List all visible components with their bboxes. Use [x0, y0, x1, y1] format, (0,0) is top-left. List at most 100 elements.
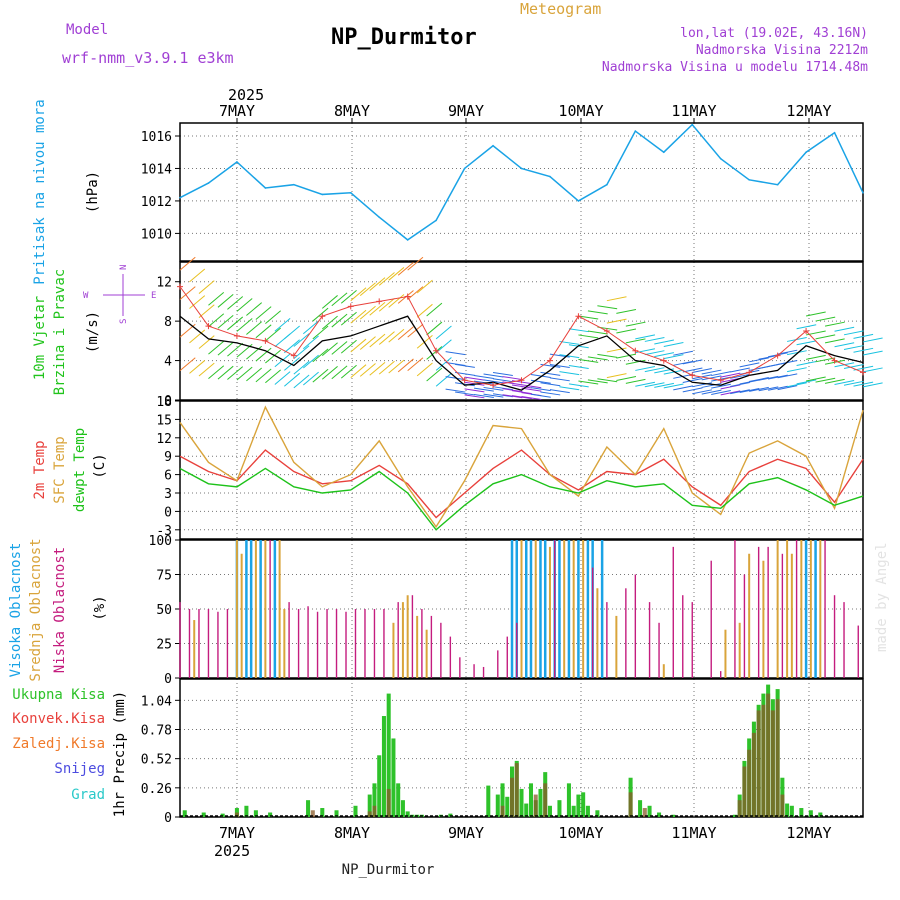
- wind-arrow: [473, 375, 494, 380]
- y-tick-label: 1014: [141, 162, 172, 177]
- wind-arrow: [815, 377, 836, 383]
- wind-arrow: [369, 301, 386, 316]
- y-tick-label: 1012: [141, 195, 172, 210]
- wind-arrow: [511, 395, 532, 400]
- gust-marker: [376, 298, 383, 305]
- gust-marker: [603, 328, 610, 334]
- day-label-top: 11MAY: [671, 102, 716, 120]
- gust-marker: [860, 369, 866, 376]
- wind-arrow: [568, 383, 589, 388]
- wind-arrow: [625, 359, 646, 365]
- total-precip-bar: [671, 814, 676, 817]
- pressure-point: [520, 167, 523, 170]
- wind-arrow: [635, 365, 656, 371]
- wind-arrow: [540, 382, 561, 387]
- wind-arrow: [758, 386, 779, 392]
- wind-arrow: [189, 268, 206, 283]
- wind-arrow: [616, 328, 637, 334]
- wind-arrow: [673, 350, 693, 356]
- precip-caption-4: Snijeg: [54, 761, 105, 777]
- wind-arrow: [445, 351, 466, 356]
- panel-pressure: [175, 122, 864, 262]
- day-label-bottom: 11MAY: [671, 824, 716, 842]
- wind-arrow: [416, 303, 433, 318]
- wind-arrow: [805, 354, 826, 360]
- total-precip-bar: [638, 800, 643, 817]
- wind-arrow: [663, 354, 684, 360]
- wind-arrow: [843, 345, 864, 351]
- pressure-point: [719, 157, 722, 160]
- pressure-point: [577, 200, 580, 202]
- wind-arrow: [312, 325, 329, 340]
- wind-arrow: [815, 334, 836, 340]
- y-tick-label: 12: [156, 432, 172, 447]
- convective-precip-bar: [751, 732, 756, 817]
- wind-arrow: [787, 382, 807, 388]
- wind-arrow: [654, 339, 675, 345]
- total-precip-bar: [320, 808, 325, 817]
- station-title: NP_Durmitor: [331, 25, 477, 50]
- wind-arrow: [312, 368, 329, 383]
- wind-arrow: [473, 387, 494, 392]
- wind-arrow: [388, 267, 405, 281]
- convective-precip-bar: [509, 777, 515, 817]
- wind-arrow: [540, 371, 561, 376]
- wind-arrow: [464, 376, 485, 381]
- wind-arrow: [236, 298, 253, 312]
- coords-text: lon,lat (19.02E, 43.16N): [680, 26, 868, 41]
- wind-arrow: [293, 360, 310, 375]
- wind-arrow: [198, 335, 215, 349]
- wind-arrow: [787, 367, 807, 373]
- wind-arrow: [521, 396, 542, 401]
- wind-arrow: [720, 372, 741, 378]
- wind-arrow: [492, 393, 513, 398]
- total-precip-bar: [789, 805, 794, 817]
- wind-arrow: [388, 328, 405, 343]
- wind-arrow: [397, 261, 414, 276]
- y-tick-label: 15: [156, 413, 172, 428]
- wind-arrow: [179, 286, 196, 300]
- wind-arrow: [331, 313, 348, 328]
- wind-arrow: [435, 357, 452, 371]
- precip-caption-1: Ukupna Kisa: [12, 687, 105, 703]
- wind-arrow: [663, 369, 684, 375]
- pressure-point: [805, 151, 807, 154]
- wind-arrow: [397, 326, 414, 341]
- convective-precip-bar: [386, 788, 391, 817]
- wind-arrow: [711, 371, 731, 377]
- gust-marker: [717, 377, 724, 384]
- wind-arrow: [464, 394, 485, 399]
- y-tick-label: -3: [156, 524, 172, 539]
- wind-arrow: [369, 333, 386, 348]
- total-precip-bar: [182, 810, 187, 817]
- total-precip-bar: [405, 811, 410, 817]
- gust-marker: [774, 352, 781, 359]
- wind-arrow: [331, 365, 348, 380]
- wind-arrow: [540, 391, 561, 396]
- wind-arrow: [768, 385, 788, 391]
- wind-arrow: [340, 339, 357, 354]
- day-label-bottom: 8MAY: [334, 824, 370, 842]
- y-tick-label: 50: [156, 603, 172, 618]
- wind-arrow: [426, 302, 443, 317]
- wind-unit: (m/s): [85, 311, 101, 353]
- wind-arrow: [559, 386, 580, 391]
- wind-arrow: [426, 321, 443, 336]
- total-precip-bar: [386, 693, 391, 817]
- y-tick-label: 9: [164, 450, 172, 465]
- wind-arrow: [606, 296, 627, 302]
- wind-arrow: [692, 389, 712, 395]
- wind-arrow: [843, 363, 864, 369]
- day-label-top: 12MAY: [786, 102, 831, 120]
- temp-caption-2: SFC Temp: [52, 436, 68, 503]
- day-label-top: 9MAY: [448, 102, 484, 120]
- wind-arrow: [255, 347, 272, 362]
- wind-arrow: [559, 340, 580, 345]
- wind-arrow: [321, 342, 338, 357]
- wind-arrow: [616, 353, 637, 359]
- wind-arrow: [198, 304, 215, 318]
- pressure-point: [321, 193, 324, 196]
- wind-arrow: [236, 366, 253, 381]
- wind-arrow: [502, 388, 523, 393]
- wind-arrow: [730, 389, 750, 395]
